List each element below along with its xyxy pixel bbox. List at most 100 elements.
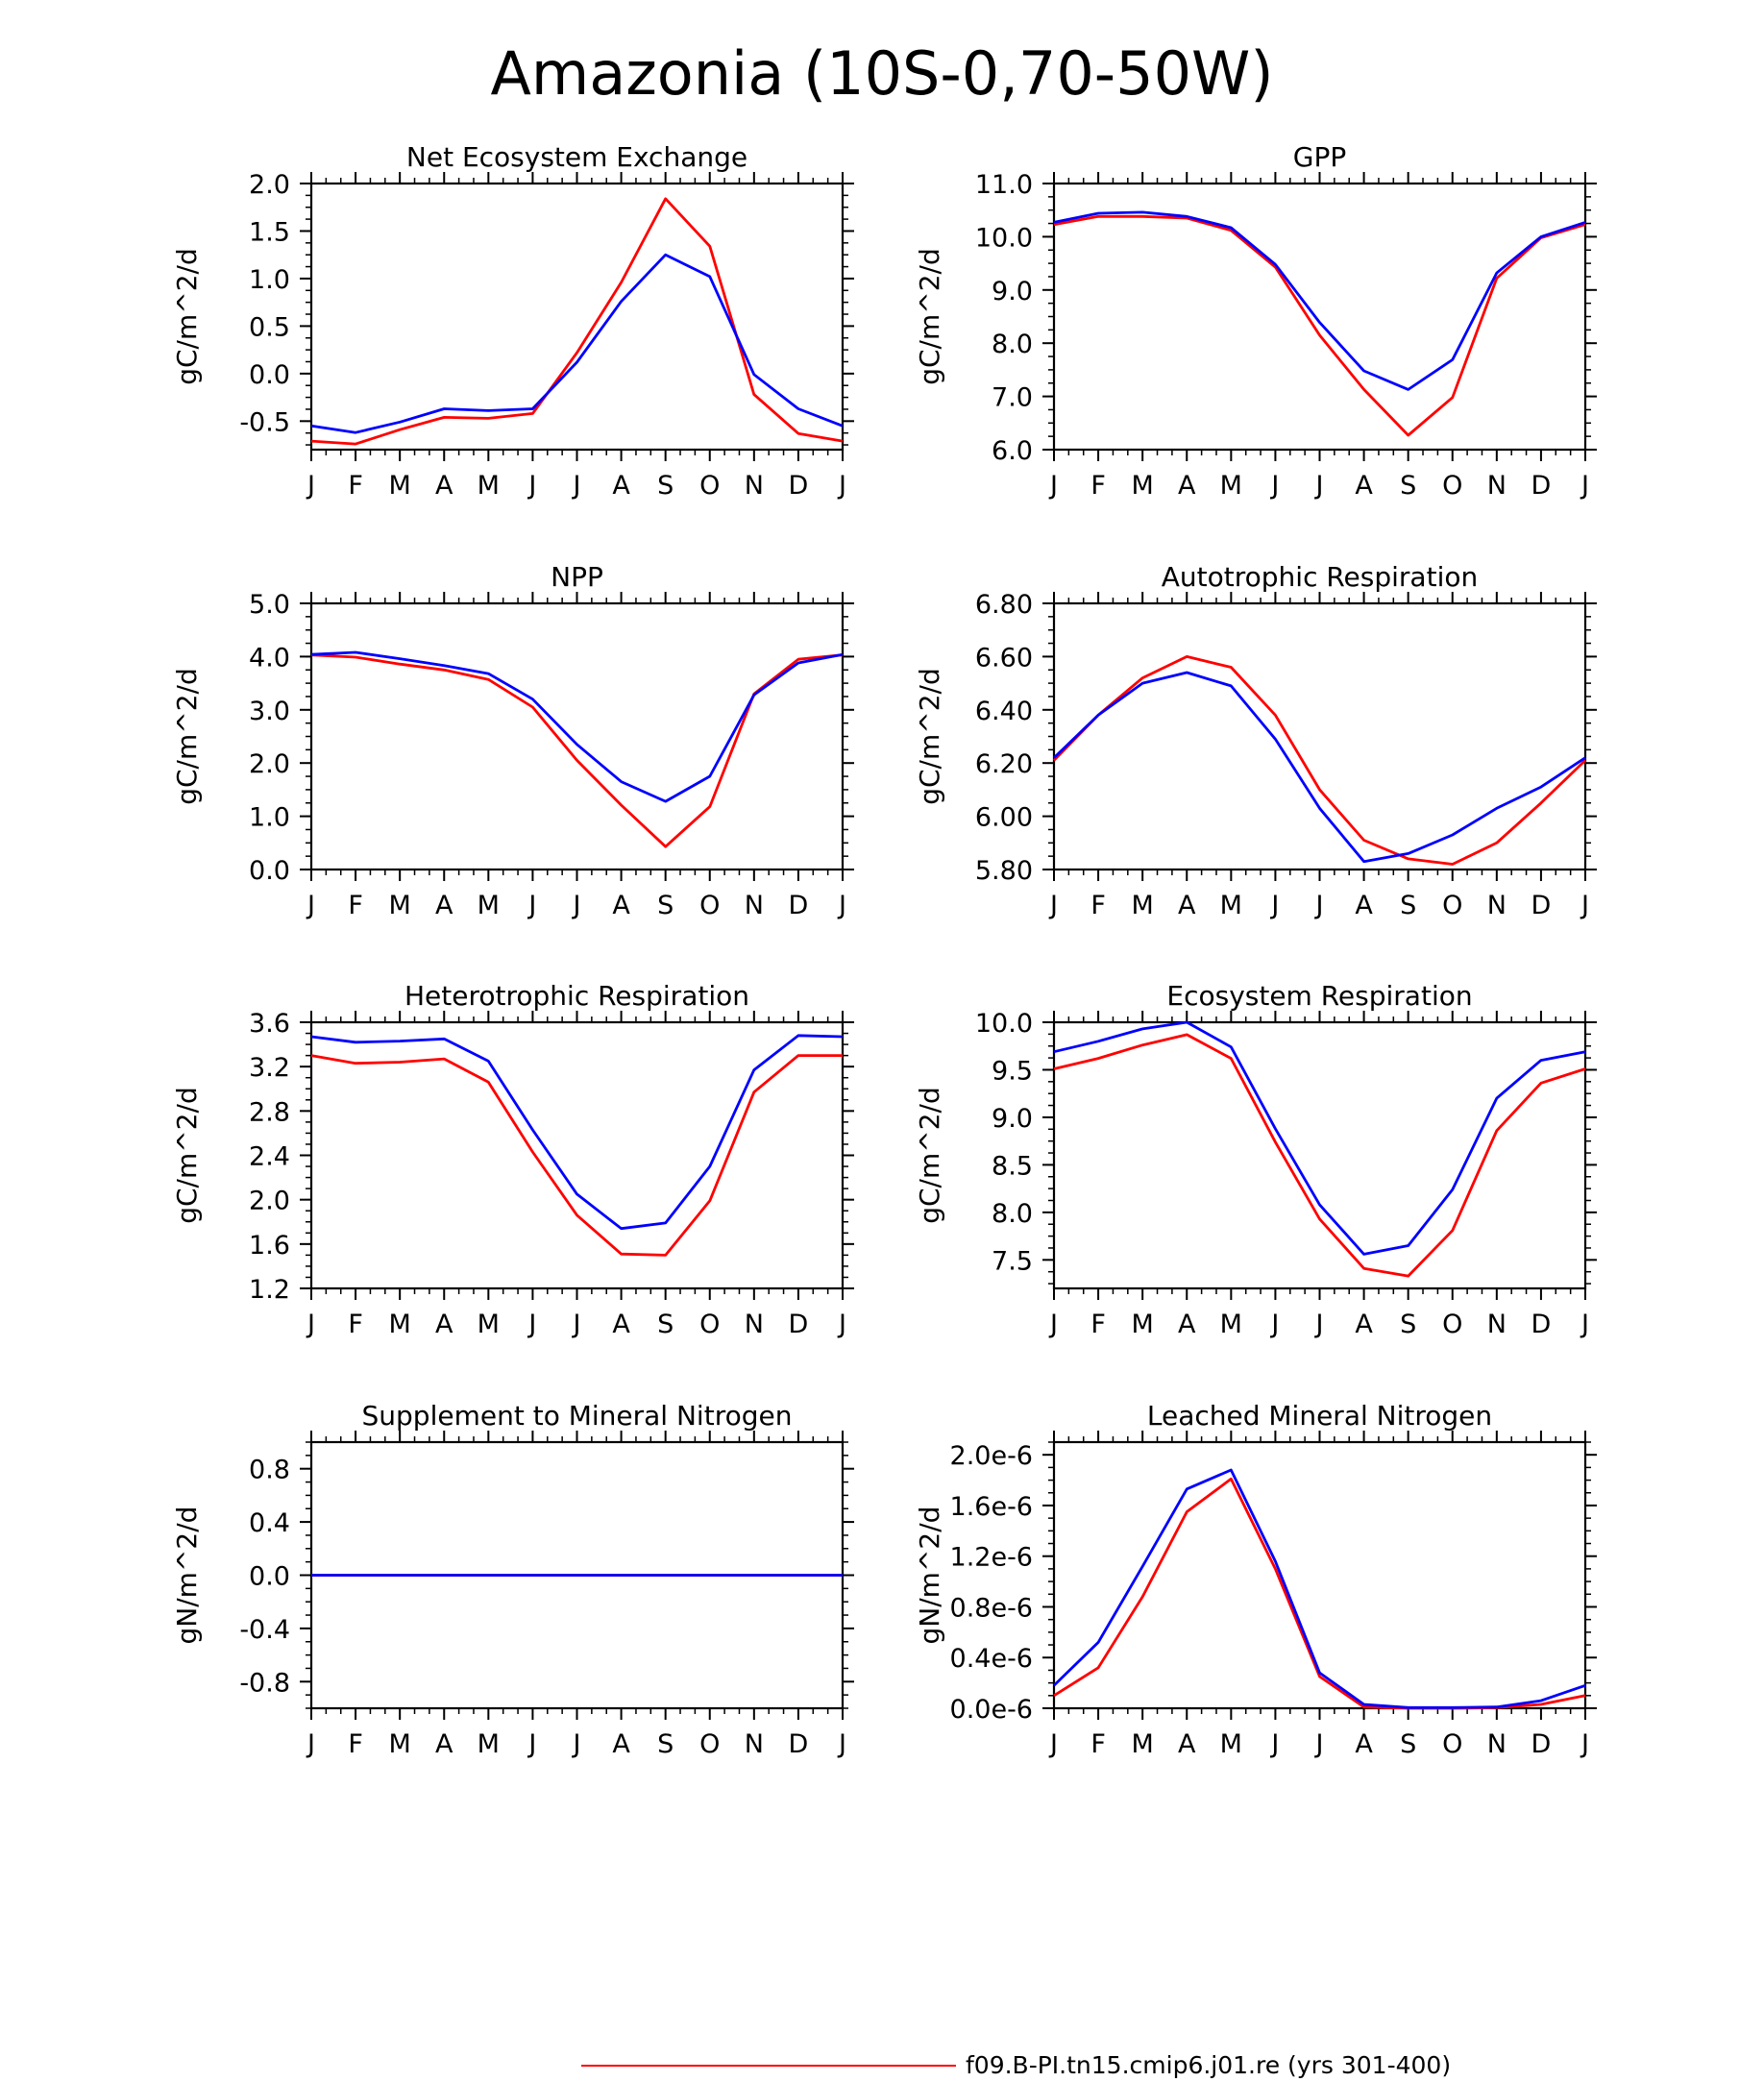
x-tick-label: O	[699, 1729, 720, 1759]
y-tick-label: 2.4	[249, 1142, 290, 1172]
x-tick-label: N	[1487, 1729, 1507, 1759]
x-tick-label: O	[699, 1310, 720, 1339]
x-tick-label: A	[1178, 1310, 1196, 1339]
chart-title: Net Ecosystem Exchange	[406, 141, 747, 173]
x-tick-label: A	[1355, 891, 1373, 920]
y-tick-label: 2.0	[249, 749, 290, 779]
series-line	[1053, 1020, 1586, 1256]
x-tick-label: J	[1048, 891, 1058, 920]
x-tick-label: J	[527, 1729, 536, 1759]
y-tick-label: 0.4	[249, 1508, 290, 1538]
y-tick-label: 7.5	[992, 1246, 1033, 1276]
y-tick-label: 2.0e-6	[950, 1441, 1033, 1471]
chart-title: NPP	[551, 561, 603, 593]
y-tick-label: 0.8e-6	[950, 1593, 1033, 1623]
series-line	[310, 1054, 843, 1257]
x-tick-label: D	[1531, 471, 1552, 501]
y-tick-label: 0.5	[249, 312, 290, 342]
x-tick-label: S	[657, 1310, 674, 1339]
x-tick-label: A	[1178, 891, 1196, 920]
x-tick-label: S	[657, 891, 674, 920]
x-tick-label: S	[1400, 1310, 1416, 1339]
x-tick-label: M	[1220, 1310, 1242, 1339]
x-tick-label: N	[745, 1310, 764, 1339]
y-tick-label: 8.0	[992, 1199, 1033, 1229]
x-tick-label: F	[1090, 891, 1106, 920]
y-axis-label: gC/m^2/d	[171, 668, 203, 805]
x-tick-label: J	[1314, 471, 1324, 501]
y-tick-label: 1.6	[249, 1231, 290, 1261]
y-tick-label: 2.0	[249, 1187, 290, 1216]
series-line	[1053, 1468, 1586, 1709]
x-tick-label: D	[789, 1729, 809, 1759]
y-tick-label: 0.8	[249, 1456, 290, 1485]
y-tick-label: 1.2	[249, 1275, 290, 1305]
x-tick-label: A	[1355, 471, 1373, 501]
x-tick-label: J	[572, 1310, 581, 1339]
x-tick-label: N	[1487, 471, 1507, 501]
y-tick-label: 3.6	[249, 1009, 290, 1039]
x-tick-label: J	[1269, 1729, 1279, 1759]
x-tick-label: J	[306, 471, 315, 501]
x-tick-label: M	[1220, 891, 1242, 920]
x-tick-label: M	[1132, 1310, 1154, 1339]
y-tick-label: -0.4	[239, 1615, 290, 1645]
x-tick-label: N	[745, 891, 764, 920]
x-tick-label: M	[389, 1729, 411, 1759]
x-tick-label: J	[306, 891, 315, 920]
y-tick-label: 0.0e-6	[950, 1695, 1033, 1725]
x-tick-label: S	[657, 1729, 674, 1759]
y-tick-label: 7.0	[992, 383, 1033, 413]
x-tick-label: M	[478, 471, 500, 501]
y-axis-label: gC/m^2/d	[914, 1087, 945, 1224]
x-tick-label: J	[527, 891, 536, 920]
y-axis-label: gN/m^2/d	[914, 1506, 945, 1645]
x-tick-label: O	[1442, 891, 1462, 920]
y-tick-label: 9.0	[992, 277, 1033, 306]
y-tick-label: 0.0	[249, 1562, 290, 1592]
series-line	[1053, 210, 1586, 391]
x-tick-label: J	[1048, 471, 1058, 501]
y-axis-label: gC/m^2/d	[171, 248, 203, 385]
x-tick-label: J	[1314, 891, 1324, 920]
x-tick-label: S	[1400, 1729, 1416, 1759]
legend: f09.B-PI.tn15.cmip6.j01.re (yrs 301-400)	[581, 2051, 1451, 2079]
x-tick-label: F	[1090, 1729, 1106, 1759]
y-tick-label: 3.0	[249, 697, 290, 726]
x-tick-label: J	[572, 1729, 581, 1759]
y-axis-label: gN/m^2/d	[171, 1506, 203, 1645]
y-tick-label: 8.0	[992, 330, 1033, 359]
x-tick-label: J	[527, 1310, 536, 1339]
y-tick-label: 0.0	[249, 856, 290, 886]
y-tick-label: 1.0	[249, 803, 290, 833]
x-tick-label: A	[1178, 1729, 1196, 1759]
y-tick-label: 10.0	[975, 1009, 1033, 1039]
x-tick-label: D	[789, 1310, 809, 1339]
series-line	[1053, 671, 1586, 864]
x-tick-label: F	[348, 471, 363, 501]
series-line	[1053, 214, 1586, 437]
x-tick-label: J	[1269, 471, 1279, 501]
x-tick-label: D	[789, 891, 809, 920]
x-tick-label: O	[1442, 1729, 1462, 1759]
y-tick-label: 4.0	[249, 643, 290, 673]
x-tick-label: M	[1220, 1729, 1242, 1759]
y-tick-label: 2.0	[249, 170, 290, 200]
chart-title: Supplement to Mineral Nitrogen	[362, 1400, 793, 1432]
x-tick-label: J	[572, 891, 581, 920]
y-tick-label: 0.0	[249, 360, 290, 390]
y-tick-label: 5.80	[975, 856, 1033, 886]
y-tick-label: 6.80	[975, 590, 1033, 620]
x-tick-label: O	[1442, 471, 1462, 501]
y-tick-label: -0.5	[239, 407, 290, 437]
x-tick-label: J	[306, 1310, 315, 1339]
x-tick-label: N	[745, 471, 764, 501]
x-tick-label: J	[837, 1310, 846, 1339]
x-tick-label: O	[699, 891, 720, 920]
